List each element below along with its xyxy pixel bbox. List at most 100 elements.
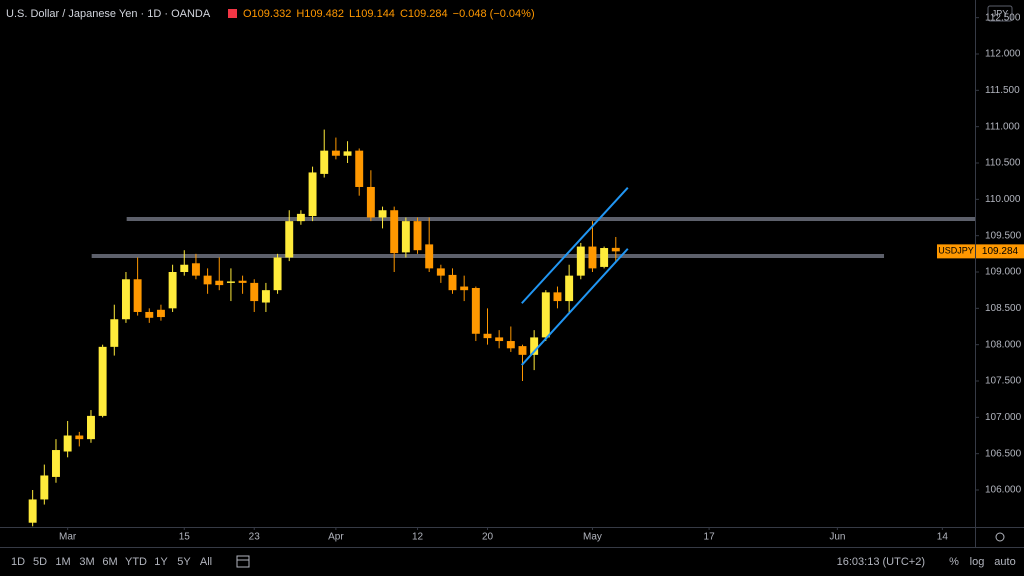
candle-body bbox=[121, 279, 130, 320]
candle-body bbox=[425, 244, 434, 269]
candle-body bbox=[180, 264, 189, 273]
currency-box bbox=[987, 5, 1013, 22]
y-tick-label: 107.000 bbox=[985, 412, 1022, 423]
candle-body bbox=[576, 246, 585, 276]
price-label: 109.284 bbox=[982, 246, 1019, 257]
candle-body bbox=[611, 247, 620, 252]
legend-value: C109.284 bbox=[400, 8, 448, 20]
axes: 106.000 106.500 107.000 107.500 108.000 108.5… bbox=[59, 12, 1022, 542]
candle-body bbox=[296, 213, 305, 222]
range-button[interactable]: 6M bbox=[102, 556, 117, 568]
candle-body bbox=[156, 309, 165, 318]
x-tick-label: 20 bbox=[482, 532, 494, 543]
x-tick-label: Jun bbox=[829, 532, 845, 543]
candle-body bbox=[87, 415, 95, 440]
candle-body bbox=[133, 279, 142, 312]
y-tick-label: 112.500 bbox=[985, 12, 1021, 23]
legend-value: L109.144 bbox=[349, 8, 395, 20]
x-tick-label: Mar bbox=[59, 532, 77, 543]
candle-body bbox=[28, 499, 37, 523]
y-tick-label: 110.500 bbox=[985, 158, 1021, 169]
scale-option[interactable]: log bbox=[970, 556, 985, 568]
candle-body bbox=[553, 292, 562, 302]
candle-body bbox=[541, 292, 550, 338]
range-button[interactable]: 5D bbox=[33, 556, 47, 568]
candle-body bbox=[495, 337, 504, 342]
candle-body bbox=[40, 475, 49, 500]
x-tick-label: 12 bbox=[412, 532, 424, 543]
candle-body bbox=[355, 150, 364, 187]
symbol-label: USDJPY bbox=[938, 246, 974, 256]
candle-body bbox=[448, 274, 457, 291]
plot-area bbox=[28, 129, 975, 527]
candle-body bbox=[52, 450, 60, 477]
icon-frame bbox=[236, 555, 250, 568]
chart-title: U.S. Dollar / Japanese Yen · 1D · OANDA bbox=[6, 8, 211, 20]
candle-body bbox=[308, 172, 317, 217]
calendar-icon bbox=[236, 555, 250, 568]
candle-body bbox=[471, 287, 480, 334]
scale-option[interactable]: auto bbox=[994, 556, 1015, 568]
symbol-label-box bbox=[937, 244, 975, 259]
y-tick-label: 111.000 bbox=[985, 121, 1020, 132]
candle-body bbox=[145, 311, 154, 318]
candle-body bbox=[191, 263, 200, 276]
y-tick-label: 110.000 bbox=[985, 194, 1021, 205]
candle-body bbox=[331, 150, 340, 156]
y-tick-label: 108.500 bbox=[985, 303, 1022, 314]
legend-value: −0.048 (−0.04%) bbox=[453, 8, 535, 20]
range-button[interactable]: 1D bbox=[11, 556, 25, 568]
legend-value: H109.482 bbox=[296, 8, 344, 20]
y-tick-label: 109.000 bbox=[985, 267, 1022, 278]
candle-body bbox=[110, 319, 119, 347]
candle-body bbox=[320, 150, 329, 174]
candle-body bbox=[460, 286, 469, 291]
trend-line bbox=[521, 187, 629, 304]
candle-body bbox=[565, 275, 574, 302]
range-button[interactable]: 3M bbox=[79, 556, 94, 568]
range-button[interactable]: 1M bbox=[55, 556, 70, 568]
candle-body bbox=[518, 346, 527, 355]
toolbar: 1D 5D 1M 3M 6M YTD 1Y 5Y All 16:03:13 (UTC+2)% log… bbox=[11, 556, 1016, 568]
candle-body bbox=[401, 221, 410, 253]
market-closed-icon bbox=[228, 9, 237, 18]
candle-body bbox=[530, 337, 539, 355]
candle-body bbox=[273, 257, 282, 291]
candle-body bbox=[600, 248, 609, 267]
candle-body bbox=[483, 333, 492, 339]
x-tick-label: 14 bbox=[937, 532, 949, 543]
y-tick-label: 112.000 bbox=[985, 49, 1021, 60]
candle-body bbox=[378, 210, 387, 218]
range-button[interactable]: YTD bbox=[125, 556, 147, 568]
y-tick-label: 106.000 bbox=[985, 485, 1022, 496]
range-button[interactable]: 5Y bbox=[177, 556, 191, 568]
price-label-box bbox=[976, 244, 1024, 259]
range-button[interactable]: 1Y bbox=[154, 556, 168, 568]
candle-body bbox=[588, 246, 597, 269]
candle-body bbox=[413, 221, 422, 251]
y-tick-label: 108.000 bbox=[985, 339, 1022, 350]
scale-option[interactable]: % bbox=[949, 556, 959, 568]
candle-body bbox=[366, 186, 375, 218]
x-tick-label: Apr bbox=[328, 532, 344, 543]
candle-body bbox=[215, 280, 224, 286]
settings-icon[interactable] bbox=[995, 532, 1005, 542]
y-tick-label: 106.500 bbox=[985, 448, 1022, 459]
x-tick-label: 15 bbox=[179, 532, 191, 543]
ohlc-legend: O109.332 H109.482 L109.144 C109.284 −0.048 (… bbox=[243, 8, 535, 20]
x-tick-label: 23 bbox=[249, 532, 261, 543]
candle-body bbox=[238, 280, 247, 283]
candle-body bbox=[75, 435, 84, 440]
y-tick-label: 111.500 bbox=[985, 85, 1020, 96]
y-tick-label: 109.500 bbox=[985, 230, 1022, 241]
candle-body bbox=[436, 268, 445, 276]
candle-body bbox=[261, 290, 270, 303]
candle-body bbox=[98, 346, 107, 416]
currency-label: JPY bbox=[992, 8, 1009, 18]
range-button[interactable]: All bbox=[200, 556, 212, 568]
legend-value: O109.332 bbox=[243, 8, 291, 20]
trend-line bbox=[521, 248, 629, 366]
